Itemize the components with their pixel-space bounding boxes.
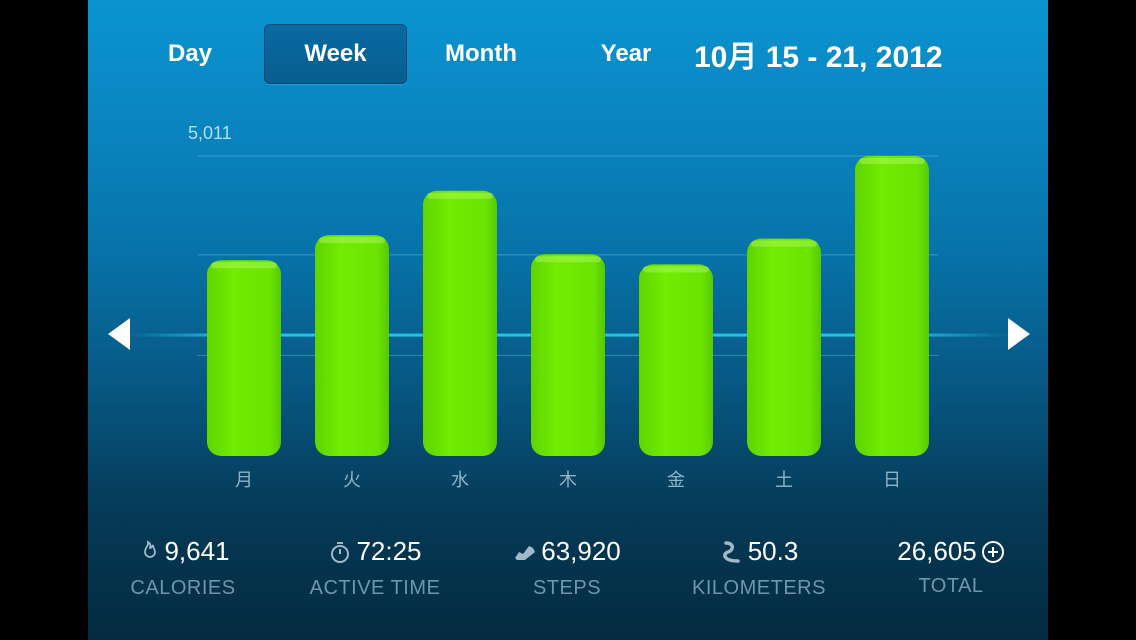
path-icon <box>722 540 740 563</box>
tab-week[interactable]: Week <box>264 24 407 84</box>
flame-icon <box>144 539 157 558</box>
chevron-left-icon[interactable] <box>106 316 136 352</box>
bar-6[interactable] <box>855 156 929 456</box>
stat-steps: 63,920 STEPS <box>472 536 662 600</box>
day-label: 土 <box>775 470 793 491</box>
stat-kilometers: 50.3 KILOMETERS <box>664 536 854 600</box>
plus-circle-icon[interactable] <box>981 540 1005 564</box>
kilometers-value: 50.3 <box>747 536 799 566</box>
bar-highlight <box>643 266 709 273</box>
day-label: 水 <box>451 470 469 491</box>
day-label: 金 <box>667 470 685 491</box>
day-label: 木 <box>559 470 577 491</box>
bar-highlight <box>319 237 385 244</box>
date-range-title: 10月 15 - 21, 2012 <box>694 41 943 74</box>
tab-year[interactable]: Year <box>600 40 652 67</box>
stat-active-time: 72:25 ACTIVE TIME <box>280 536 470 600</box>
calories-value: 9,641 <box>164 536 230 566</box>
kilometers-label: KILOMETERS <box>692 576 826 599</box>
chevron-right-icon[interactable] <box>1002 316 1032 352</box>
shoe-icon <box>515 545 536 560</box>
bar-highlight <box>211 262 277 269</box>
active-time-value: 72:25 <box>356 536 422 566</box>
day-label: 月 <box>235 470 253 491</box>
bar-highlight <box>751 240 817 247</box>
bar-highlight <box>535 256 601 263</box>
total-value: 26,605 <box>897 536 977 566</box>
active-time-label: ACTIVE TIME <box>309 576 441 599</box>
day-label: 火 <box>343 470 361 491</box>
steps-label: STEPS <box>532 576 602 599</box>
bar-highlight <box>859 158 925 164</box>
bar-3[interactable] <box>531 254 605 456</box>
stopwatch-icon <box>331 541 350 563</box>
day-label: 日 <box>883 470 901 491</box>
chart-max-label: 5,011 <box>188 123 232 143</box>
bar-2[interactable] <box>423 190 497 456</box>
tab-day[interactable]: Day <box>167 40 213 67</box>
stat-total: 26,605 TOTAL <box>856 536 1046 598</box>
tab-month[interactable]: Month <box>445 40 517 67</box>
bar-5[interactable] <box>747 238 821 456</box>
steps-value: 63,920 <box>541 536 621 566</box>
stat-calories: 9,641 CALORIES <box>88 536 278 600</box>
total-label: TOTAL <box>918 575 984 597</box>
bar-0[interactable] <box>207 260 281 456</box>
calories-label: CALORIES <box>130 576 236 599</box>
week-summary-screen: Day Week Month Year 10月 15 - 21, 2012 5,… <box>88 0 1048 640</box>
bar-4[interactable] <box>639 264 713 456</box>
weekly-bar-chart: 月火水木金土日 <box>128 155 1008 491</box>
bar-highlight <box>427 192 493 199</box>
bar-1[interactable] <box>315 235 389 456</box>
